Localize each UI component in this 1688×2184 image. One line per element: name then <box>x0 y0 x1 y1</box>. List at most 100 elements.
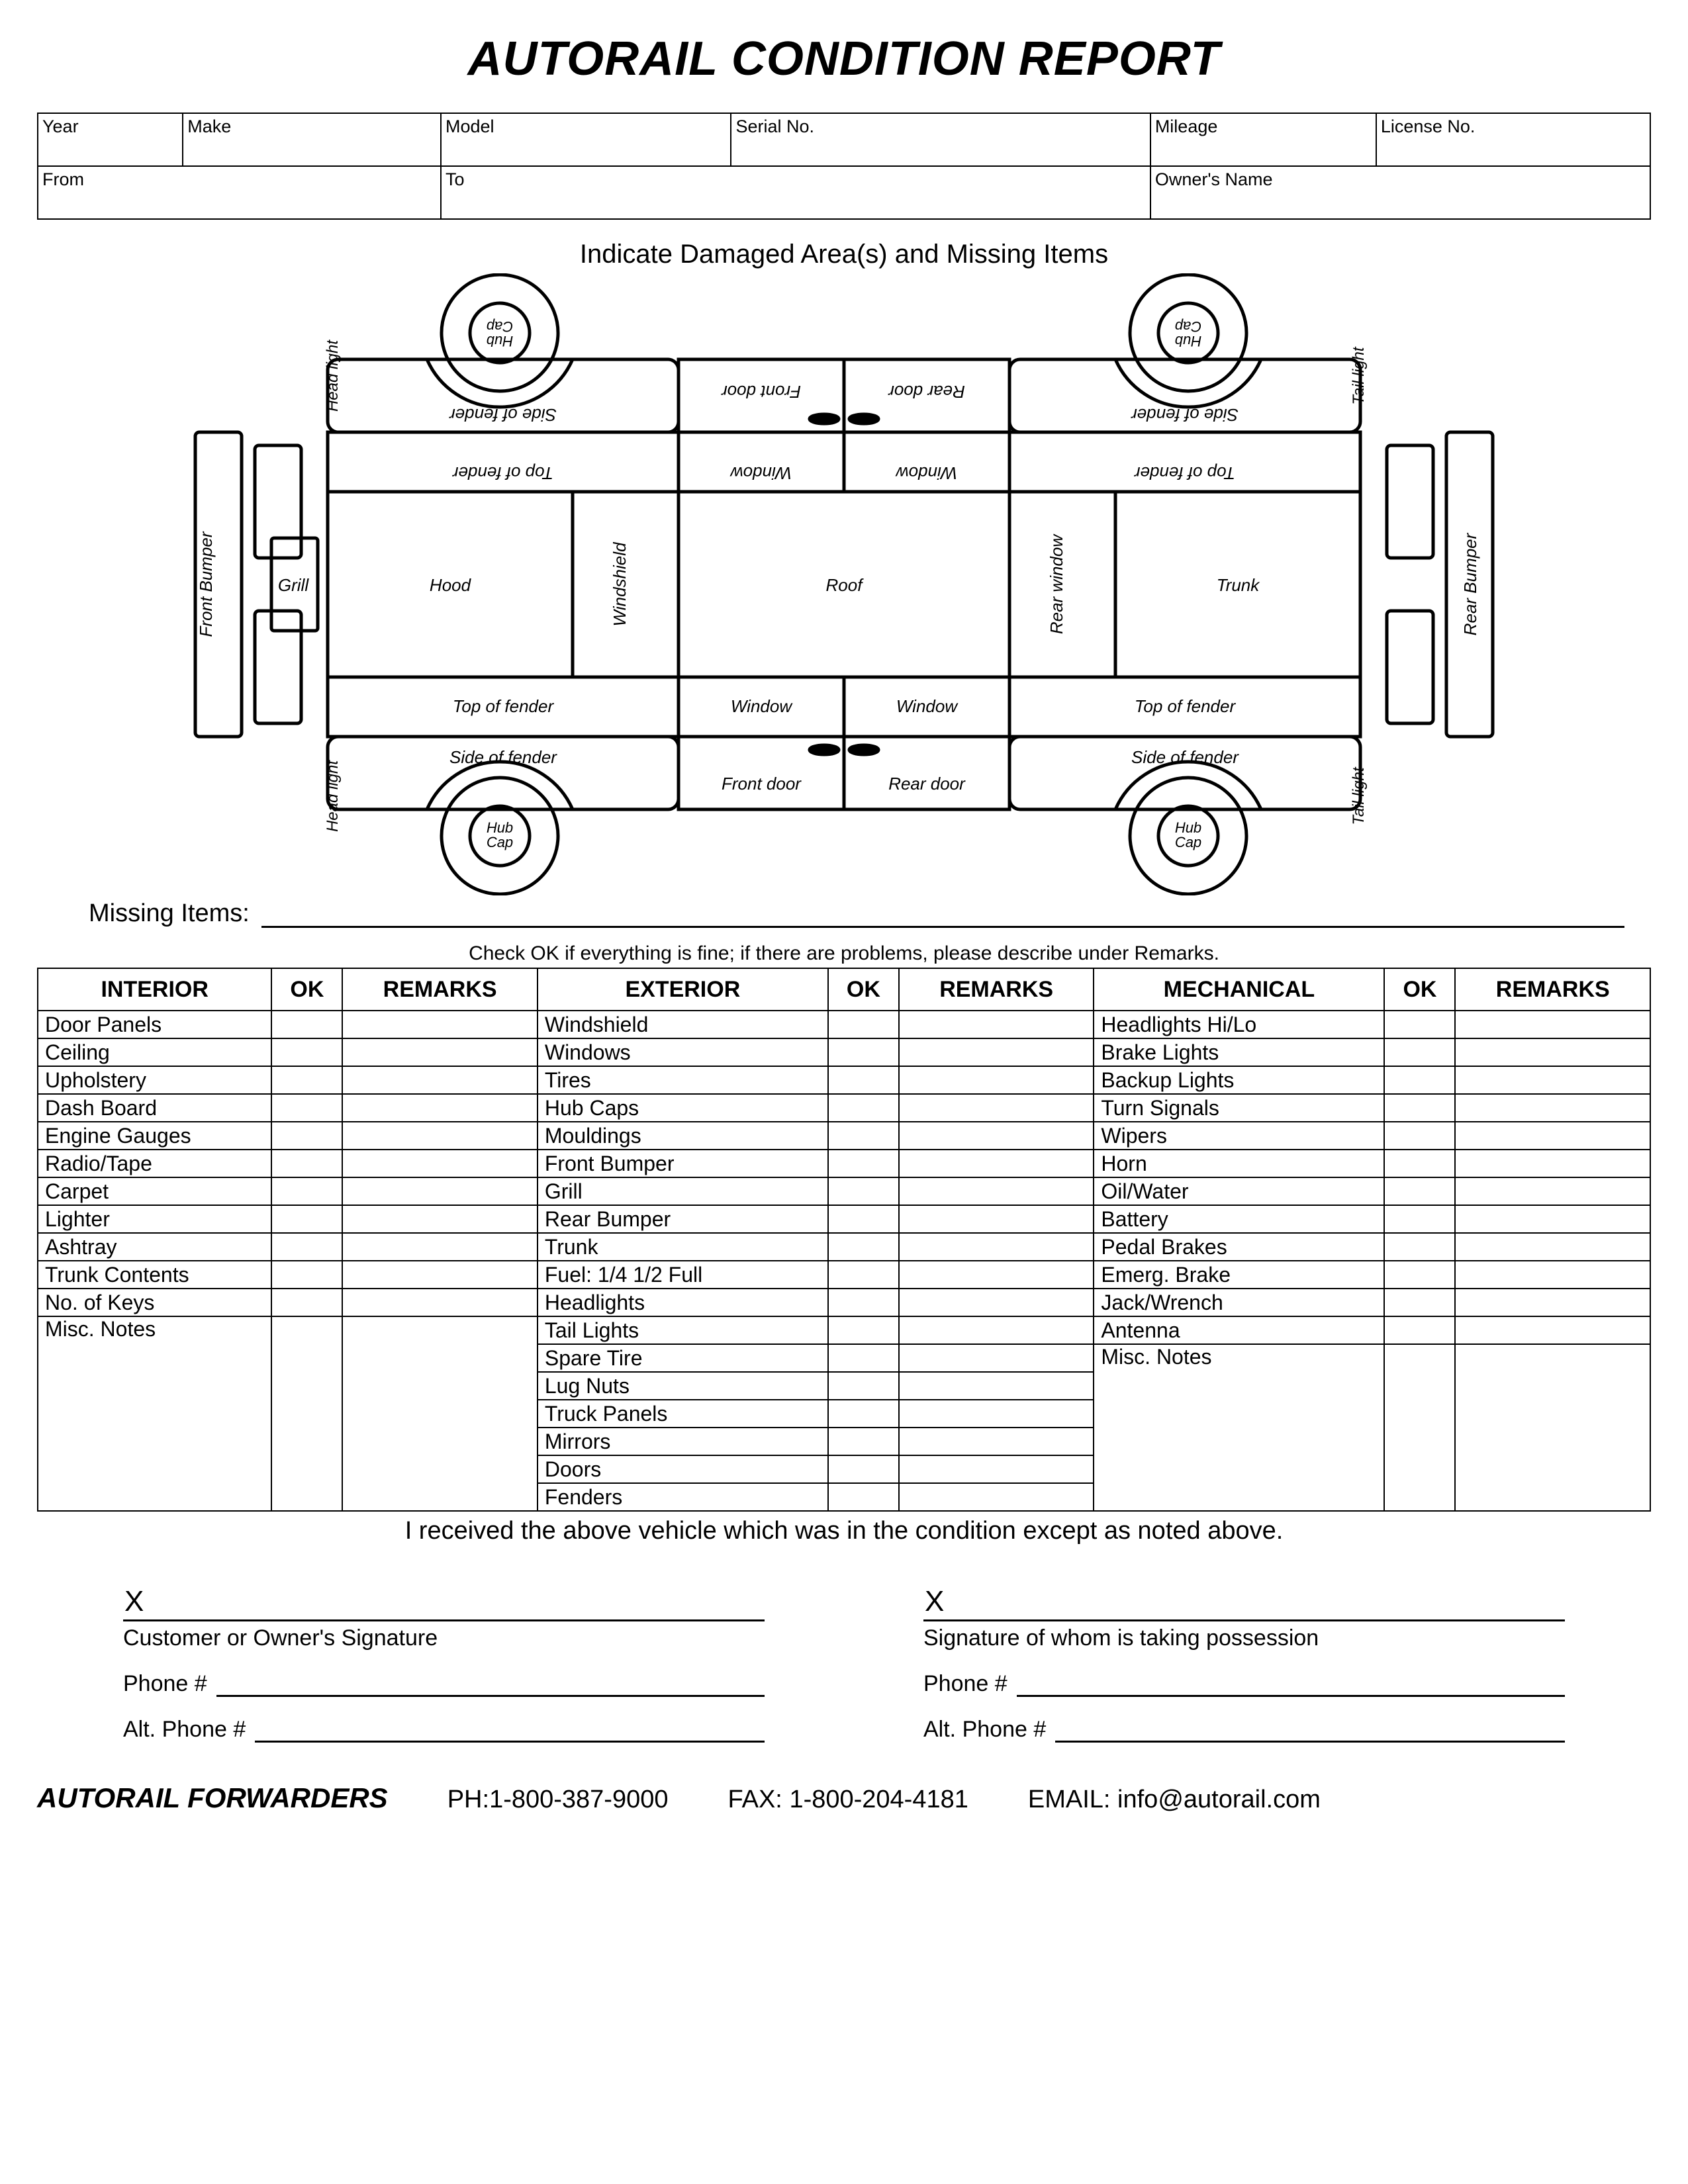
ok-checkbox[interactable] <box>828 1205 899 1233</box>
ok-checkbox[interactable] <box>271 1122 342 1150</box>
remarks-input[interactable] <box>1455 1205 1650 1233</box>
ok-checkbox[interactable] <box>828 1400 899 1428</box>
remarks-input[interactable] <box>1455 1289 1650 1316</box>
ok-checkbox[interactable] <box>828 1289 899 1316</box>
remarks-input[interactable] <box>899 1316 1094 1344</box>
remarks-input[interactable] <box>342 1038 537 1066</box>
ok-checkbox[interactable] <box>828 1094 899 1122</box>
field-license[interactable]: License No. <box>1376 113 1650 166</box>
remarks-input[interactable] <box>1455 1011 1650 1038</box>
remarks-input[interactable] <box>899 1233 1094 1261</box>
phone-input[interactable] <box>216 1680 765 1697</box>
remarks-input[interactable] <box>899 1150 1094 1177</box>
remarks-input[interactable] <box>899 1177 1094 1205</box>
ok-checkbox[interactable] <box>1384 1205 1455 1233</box>
alt-phone-input[interactable] <box>255 1725 765 1743</box>
field-serial[interactable]: Serial No. <box>731 113 1150 166</box>
ok-checkbox[interactable] <box>828 1428 899 1455</box>
ok-checkbox[interactable] <box>271 1150 342 1177</box>
field-to[interactable]: To <box>441 166 1150 219</box>
ok-checkbox[interactable] <box>271 1011 342 1038</box>
remarks-input[interactable] <box>899 1205 1094 1233</box>
ok-checkbox[interactable] <box>1384 1289 1455 1316</box>
remarks-input[interactable] <box>899 1289 1094 1316</box>
ok-checkbox[interactable] <box>828 1233 899 1261</box>
ok-checkbox[interactable] <box>1384 1094 1455 1122</box>
ok-checkbox[interactable] <box>828 1261 899 1289</box>
field-make[interactable]: Make <box>183 113 441 166</box>
remarks-input[interactable] <box>1455 1066 1650 1094</box>
ok-checkbox[interactable] <box>828 1038 899 1066</box>
field-owner[interactable]: Owner's Name <box>1150 166 1650 219</box>
ok-checkbox[interactable] <box>271 1177 342 1205</box>
ok-checkbox[interactable] <box>828 1066 899 1094</box>
ok-checkbox[interactable] <box>1384 1344 1455 1511</box>
ok-checkbox[interactable] <box>828 1177 899 1205</box>
ok-checkbox[interactable] <box>1384 1233 1455 1261</box>
remarks-input[interactable] <box>1455 1316 1650 1344</box>
remarks-input[interactable] <box>1455 1122 1650 1150</box>
remarks-input[interactable] <box>1455 1233 1650 1261</box>
ok-checkbox[interactable] <box>828 1122 899 1150</box>
remarks-input[interactable] <box>1455 1094 1650 1122</box>
ok-checkbox[interactable] <box>1384 1011 1455 1038</box>
ok-checkbox[interactable] <box>828 1011 899 1038</box>
remarks-input[interactable] <box>899 1455 1094 1483</box>
remarks-input[interactable] <box>899 1428 1094 1455</box>
field-year[interactable]: Year <box>38 113 183 166</box>
ok-checkbox[interactable] <box>1384 1150 1455 1177</box>
ok-checkbox[interactable] <box>828 1316 899 1344</box>
remarks-input[interactable] <box>899 1372 1094 1400</box>
remarks-input[interactable] <box>342 1177 537 1205</box>
alt-phone-input[interactable] <box>1055 1725 1565 1743</box>
remarks-input[interactable] <box>342 1289 537 1316</box>
signature-customer-line[interactable]: X <box>123 1585 765 1621</box>
ok-checkbox[interactable] <box>271 1094 342 1122</box>
ok-checkbox[interactable] <box>1384 1066 1455 1094</box>
field-mileage[interactable]: Mileage <box>1150 113 1376 166</box>
remarks-input[interactable] <box>1455 1177 1650 1205</box>
remarks-input[interactable] <box>342 1150 537 1177</box>
remarks-input[interactable] <box>342 1122 537 1150</box>
remarks-input[interactable] <box>899 1483 1094 1511</box>
remarks-input[interactable] <box>342 1316 537 1511</box>
remarks-input[interactable] <box>342 1066 537 1094</box>
remarks-input[interactable] <box>899 1261 1094 1289</box>
remarks-input[interactable] <box>342 1205 537 1233</box>
ok-checkbox[interactable] <box>1384 1038 1455 1066</box>
ok-checkbox[interactable] <box>1384 1261 1455 1289</box>
phone-input[interactable] <box>1017 1680 1565 1697</box>
remarks-input[interactable] <box>1455 1261 1650 1289</box>
remarks-input[interactable] <box>899 1094 1094 1122</box>
ok-checkbox[interactable] <box>271 1261 342 1289</box>
ok-checkbox[interactable] <box>1384 1316 1455 1344</box>
missing-items-input[interactable] <box>261 908 1624 928</box>
field-from[interactable]: From <box>38 166 441 219</box>
ok-checkbox[interactable] <box>271 1205 342 1233</box>
ok-checkbox[interactable] <box>828 1344 899 1372</box>
remarks-input[interactable] <box>899 1344 1094 1372</box>
remarks-input[interactable] <box>342 1094 537 1122</box>
ok-checkbox[interactable] <box>1384 1122 1455 1150</box>
remarks-input[interactable] <box>342 1233 537 1261</box>
remarks-input[interactable] <box>1455 1038 1650 1066</box>
remarks-input[interactable] <box>1455 1150 1650 1177</box>
ok-checkbox[interactable] <box>828 1483 899 1511</box>
ok-checkbox[interactable] <box>271 1066 342 1094</box>
ok-checkbox[interactable] <box>828 1150 899 1177</box>
ok-checkbox[interactable] <box>828 1455 899 1483</box>
signature-possession-line[interactable]: X <box>923 1585 1565 1621</box>
remarks-input[interactable] <box>899 1066 1094 1094</box>
remarks-input[interactable] <box>899 1400 1094 1428</box>
ok-checkbox[interactable] <box>271 1038 342 1066</box>
remarks-input[interactable] <box>1455 1344 1650 1511</box>
ok-checkbox[interactable] <box>271 1316 342 1511</box>
remarks-input[interactable] <box>342 1011 537 1038</box>
ok-checkbox[interactable] <box>271 1289 342 1316</box>
ok-checkbox[interactable] <box>1384 1177 1455 1205</box>
field-model[interactable]: Model <box>441 113 731 166</box>
remarks-input[interactable] <box>899 1038 1094 1066</box>
ok-checkbox[interactable] <box>271 1233 342 1261</box>
remarks-input[interactable] <box>342 1261 537 1289</box>
remarks-input[interactable] <box>899 1122 1094 1150</box>
